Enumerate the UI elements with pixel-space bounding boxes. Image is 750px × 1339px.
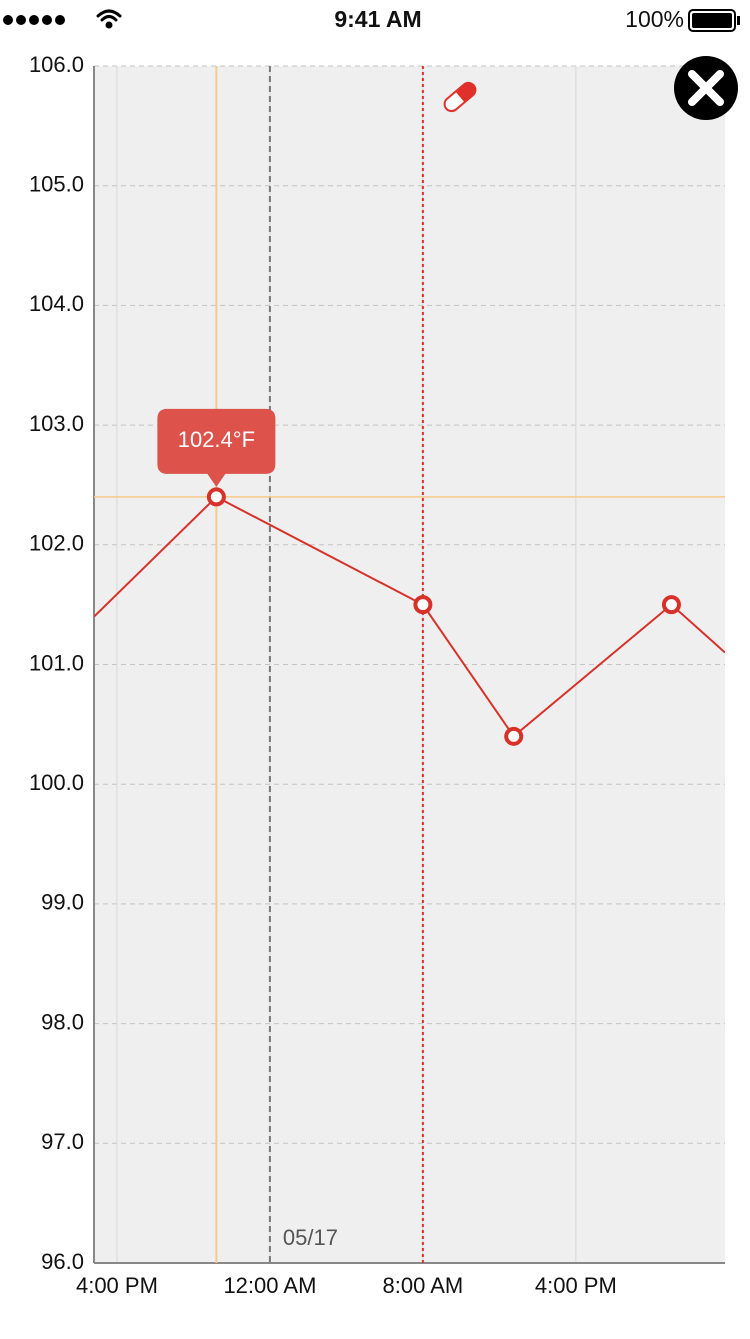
wifi-icon (96, 9, 122, 29)
y-tick-label: 102.0 (29, 531, 84, 556)
data-point (413, 595, 433, 615)
medication-icon (443, 81, 477, 113)
chart: 96.0 97.0 98.0 99.0 100.0 101.0 102.0 103.0 104.… (29, 52, 725, 1298)
line (94, 495, 725, 738)
x-tick-label: 8:00 AM (383, 1273, 464, 1298)
day-label: 05/17 (283, 1225, 338, 1250)
y-tick-label: 103.0 (29, 411, 84, 436)
y-tick-label: 99.0 (41, 890, 84, 915)
y-tick-label: 98.0 (41, 1009, 84, 1034)
x-tick-label: 4:00 PM (535, 1273, 617, 1298)
signal-icon (3, 15, 65, 25)
status-bar: 9:41 AM 100% (3, 6, 740, 32)
tooltip-box (157, 408, 276, 487)
y-tick-label: 96.0 (41, 1249, 84, 1274)
clock: 9:41 AM (334, 6, 421, 32)
y-tick-label: 104.0 (29, 291, 84, 316)
data-point (504, 726, 524, 746)
y-tick-label: 97.0 (41, 1129, 84, 1154)
y-tick-label: 106.0 (29, 52, 84, 77)
x-tick-label: 4:00 PM (76, 1273, 158, 1298)
x-tick-label: 12:00 AM (223, 1273, 316, 1298)
battery-percent: 100% (625, 6, 684, 32)
close-button[interactable] (674, 56, 738, 120)
y-tick-label: 105.0 (29, 172, 84, 197)
battery-icon (688, 9, 740, 32)
data-point (206, 487, 226, 507)
y-tick-label: 100.0 (29, 770, 84, 795)
y-tick-label: 101.0 (29, 650, 84, 675)
tooltip-label: 102.4°F (178, 427, 255, 452)
series (94, 487, 725, 746)
data-point (661, 595, 681, 615)
